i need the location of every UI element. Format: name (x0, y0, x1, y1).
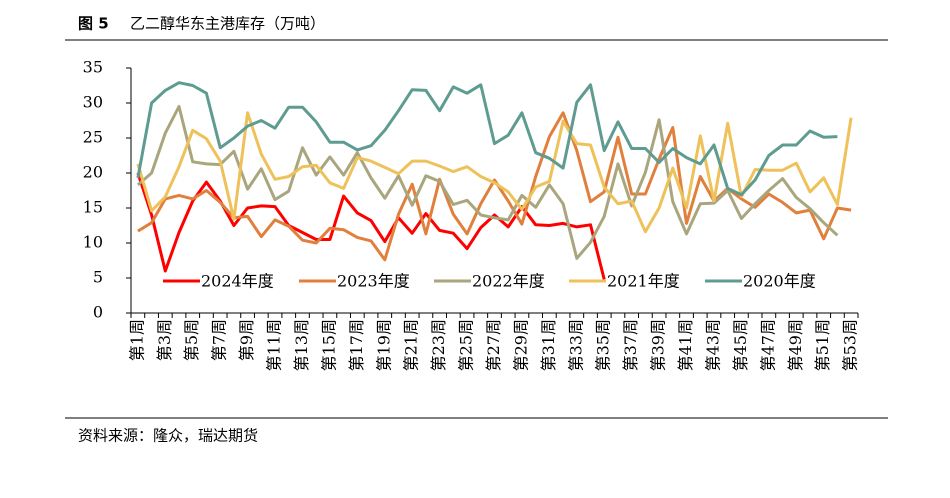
legend-label: 2022年度 (472, 272, 545, 291)
x-tick-label: 第7周 (210, 319, 229, 361)
y-tick-label: 0 (93, 303, 103, 322)
x-tick-label: 第39周 (649, 319, 668, 371)
y-tick-label: 20 (83, 163, 103, 182)
x-tick-label: 第19周 (374, 319, 393, 371)
x-tick-label: 第33周 (566, 319, 585, 371)
x-tick-label: 第1周 (127, 319, 146, 361)
series-line (136, 105, 839, 260)
x-tick-label: 第45周 (731, 319, 750, 371)
x-tick-label: 第47周 (758, 319, 777, 371)
x-tick-label: 第3周 (155, 319, 174, 361)
x-tick-label: 第25周 (457, 319, 476, 371)
source: 资料来源：隆众，瑞达期货 (78, 427, 258, 445)
legend-label: 2021年度 (607, 272, 680, 291)
x-tick-label: 第15周 (319, 319, 338, 371)
y-tick-label: 10 (83, 233, 103, 252)
x-tick-label: 第5周 (182, 319, 201, 361)
x-tick-label: 第11周 (265, 319, 284, 371)
y-tick-label: 5 (93, 268, 103, 287)
x-tick-label: 第23周 (429, 319, 448, 371)
legend-label: 2023年度 (337, 272, 410, 291)
chart-title: 乙二醇华东主港库存（万吨） (130, 15, 325, 33)
x-tick-label: 第51周 (813, 319, 832, 371)
y-tick-label: 15 (83, 198, 103, 217)
x-tick-label: 第53周 (841, 319, 860, 371)
x-tick-label: 第35周 (594, 319, 613, 371)
y-tick-label: 25 (83, 128, 103, 147)
x-tick-label: 第9周 (237, 319, 256, 361)
x-tick-label: 第43周 (703, 319, 722, 371)
x-tick-label: 第29周 (511, 319, 530, 371)
legend-label: 2024年度 (201, 272, 274, 291)
x-tick-label: 第17周 (347, 319, 366, 371)
y-tick-label: 30 (83, 93, 103, 112)
figure-label: 图 5 (78, 15, 109, 33)
x-tick-label: 第37周 (621, 319, 640, 371)
legend-label: 2020年度 (743, 272, 816, 291)
x-tick-label: 第49周 (786, 319, 805, 371)
x-tick-label: 第13周 (292, 319, 311, 371)
y-tick-label: 35 (83, 58, 103, 77)
x-tick-label: 第31周 (539, 319, 558, 371)
series-line (136, 111, 853, 234)
x-tick-label: 第27周 (484, 319, 503, 371)
x-tick-label: 第41周 (676, 319, 695, 371)
x-tick-label: 第21周 (402, 319, 421, 371)
series-line (136, 81, 838, 197)
